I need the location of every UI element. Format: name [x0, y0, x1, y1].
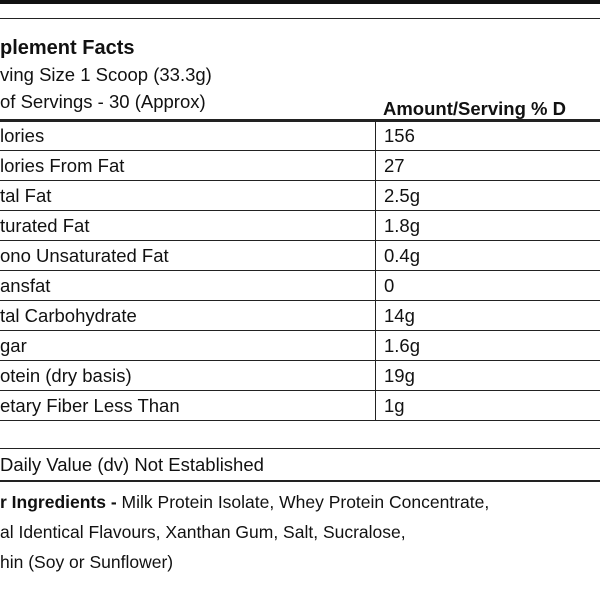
row-rule [0, 270, 600, 271]
ingredients-text: hin (Soy or Sunflower) [0, 552, 174, 572]
row-value: 1.6g [384, 335, 421, 356]
top-bar [0, 0, 600, 4]
ingredients-label: r Ingredients - [0, 492, 117, 512]
row-value: 0.4g [384, 245, 421, 266]
border-line [0, 18, 600, 19]
row-label: turated Fat [0, 215, 90, 236]
serving-size: ving Size 1 Scoop (33.3g) [0, 64, 212, 85]
ingredients-text: Milk Protein Isolate, Whey Protein Conce… [116, 492, 490, 512]
row-label: gar [0, 335, 27, 356]
row-label: lories [0, 125, 45, 146]
row-value: 2.5g [384, 185, 421, 206]
row-value: 1g [384, 395, 405, 416]
row-rule [0, 390, 600, 391]
row-value: 0 [384, 275, 395, 296]
column-header: Amount/Serving % D [383, 98, 566, 119]
row-label: tal Carbohydrate [0, 305, 137, 326]
row-value: 14g [384, 305, 415, 326]
column-divider [375, 120, 376, 420]
ingredients-line: r Ingredients - Milk Protein Isolate, Wh… [0, 491, 489, 513]
rule [0, 448, 600, 449]
ingredients-text: al Identical Flavours, Xanthan Gum, Salt… [0, 522, 406, 542]
row-label: lories From Fat [0, 155, 125, 176]
row-value: 27 [384, 155, 405, 176]
rule [0, 480, 600, 482]
row-rule [0, 420, 600, 421]
row-rule [0, 180, 600, 181]
row-label: tal Fat [0, 185, 52, 206]
thick-rule [0, 119, 600, 122]
row-rule [0, 360, 600, 361]
row-label: otein (dry basis) [0, 365, 132, 386]
footnote: Daily Value (dv) Not Established [0, 454, 264, 475]
row-value: 1.8g [384, 215, 421, 236]
row-rule [0, 150, 600, 151]
row-rule [0, 210, 600, 211]
row-label: ono Unsaturated Fat [0, 245, 169, 266]
row-rule [0, 330, 600, 331]
row-value: 19g [384, 365, 415, 386]
row-rule [0, 240, 600, 241]
row-rule [0, 300, 600, 301]
row-label: ansfat [0, 275, 51, 296]
row-value: 156 [384, 125, 415, 146]
title: plement Facts [0, 37, 135, 59]
servings: of Servings - 30 (Approx) [0, 91, 206, 112]
row-label: etary Fiber Less Than [0, 395, 180, 416]
